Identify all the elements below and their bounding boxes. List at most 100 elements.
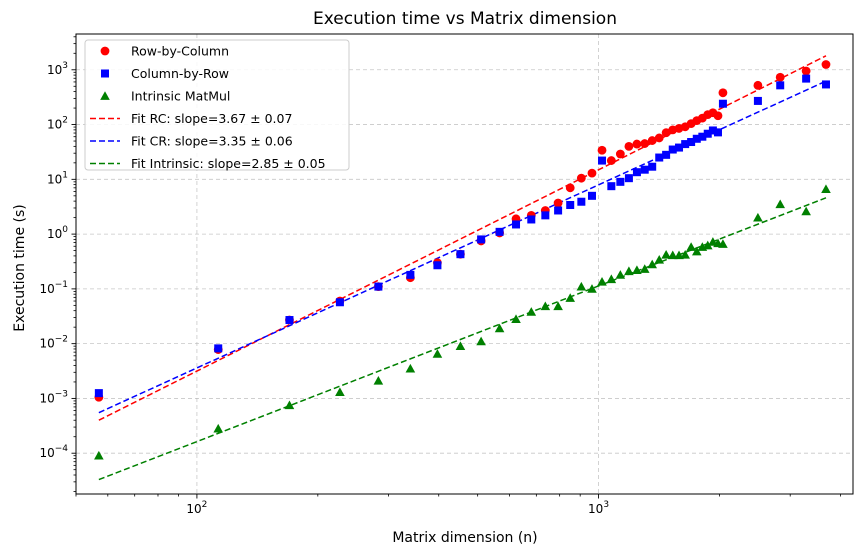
data-point [821,184,831,194]
data-point [476,336,486,346]
data-point [775,199,786,209]
data-point [718,88,728,98]
data-point [616,177,625,186]
legend-marker [100,46,110,56]
data-point [540,301,551,311]
data-point [698,132,707,141]
chart-title: Execution time vs Matrix dimension [313,9,617,29]
data-point [681,140,690,149]
y-tick-label: 10−4 [39,444,68,460]
data-point [639,264,650,273]
data-point [661,128,671,138]
data-point [675,143,684,152]
data-point [606,274,617,284]
data-point [577,197,586,206]
data-point [607,182,616,191]
data-point [654,133,664,143]
data-point [512,220,521,229]
data-point [597,276,607,286]
data-point [553,301,563,311]
data-point [713,128,722,137]
data-point [718,239,728,248]
data-point [94,389,103,398]
data-point [94,450,104,460]
legend-marker [100,91,110,100]
data-point [553,198,563,208]
data-point [647,259,658,269]
data-point [640,165,649,174]
data-point [565,293,576,302]
data-point [477,235,486,244]
data-point [718,99,727,108]
data-point [285,316,294,325]
fit-line [98,197,827,481]
x-tick-label: 102 [186,500,207,516]
data-point [753,96,762,105]
data-point [576,281,587,291]
data-point [662,150,671,159]
x-axis-title: Matrix dimension (n) [392,530,537,546]
legend-label: Fit Intrinsic: slope=2.85 ± 0.05 [131,156,326,171]
data-point [624,141,634,151]
legend-label: Fit RC: slope=3.67 ± 0.07 [131,111,292,126]
data-point [713,111,723,121]
data-point [565,183,575,193]
data-point [655,153,664,162]
y-axis-title: Execution time (s) [12,204,28,331]
data-point [405,363,416,373]
y-tick-label: 10−2 [39,335,68,351]
data-point [335,387,345,397]
data-point [624,266,634,276]
data-point [433,261,442,270]
data-point [615,149,625,159]
legend-label: Fit CR: slope=3.35 ± 0.06 [131,134,293,149]
data-point [776,81,785,90]
data-point [753,80,763,90]
data-point [406,270,415,279]
data-point [775,72,785,82]
legend-box [84,39,350,171]
data-point [640,139,650,148]
data-point [661,249,671,259]
data-point [606,156,616,165]
legend-marker [101,69,109,78]
data-point [511,314,521,324]
plot-frame [75,33,854,495]
data-point [597,145,607,155]
data-point [554,206,563,215]
data-point [703,129,712,138]
data-point [587,284,597,293]
data-point [335,298,344,307]
data-point [680,249,690,259]
data-point [213,423,224,433]
y-tick-label: 10−3 [39,389,68,405]
data-point [647,136,657,145]
data-point [668,145,677,154]
data-point [654,254,665,264]
data-point [495,227,504,236]
data-point [598,156,607,165]
data-point [687,138,696,147]
data-point [686,242,696,251]
data-points [94,60,831,460]
x-tick-label: 103 [588,500,609,516]
data-point [494,323,505,333]
data-point [667,250,678,260]
axes: 102 103 10−4 10−3 10−2 10−1 100 101 102 103 [39,33,854,516]
data-point [587,191,596,200]
data-point [566,200,575,209]
legend-label: Intrinsic MatMul [131,89,230,104]
data-point [527,215,536,224]
data-point [576,173,586,183]
data-point [284,400,295,410]
data-point [753,212,763,222]
data-point [456,250,465,259]
data-point [648,162,657,171]
data-point [455,341,466,351]
data-point [801,206,811,216]
legend-label: Column-by-Row [131,66,229,81]
legend: Row-by-Column Column-by-Row Intrinsic MatM… [84,39,350,171]
legend-label: Row-by-Column [131,44,229,59]
data-point [373,375,384,385]
